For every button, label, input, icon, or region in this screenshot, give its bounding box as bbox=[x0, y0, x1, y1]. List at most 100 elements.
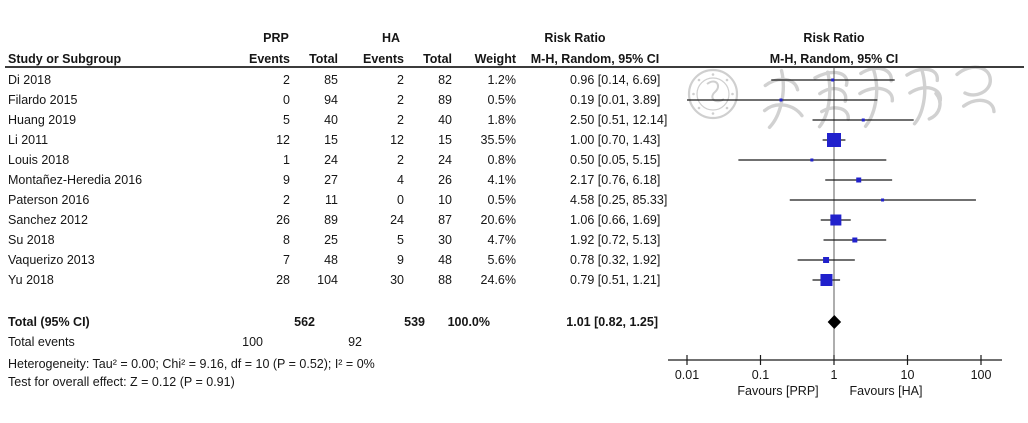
total-ha-total: 539 bbox=[404, 315, 425, 329]
favours-left-label: Favours [PRP] bbox=[737, 384, 818, 398]
col-header-study: Study or Subgroup bbox=[8, 52, 122, 66]
ha-events: 2 bbox=[397, 113, 404, 127]
weight: 24.6% bbox=[480, 273, 516, 287]
watermark bbox=[687, 65, 996, 130]
risk-ratio-ci: 0.96 [0.14, 6.69] bbox=[570, 73, 661, 87]
risk-ratio-ci: 0.19 [0.01, 3.89] bbox=[570, 93, 661, 107]
prp-events: 12 bbox=[276, 133, 290, 147]
total-weight: 100.0% bbox=[447, 315, 490, 329]
study-name: Di 2018 bbox=[8, 73, 52, 87]
prp-total: 25 bbox=[324, 233, 338, 247]
total-events-label: Total events bbox=[8, 335, 75, 349]
heterogeneity-note: Heterogeneity: Tau² = 0.00; Chi² = 9.16,… bbox=[8, 357, 375, 371]
prp-events: 28 bbox=[276, 273, 290, 287]
effect-marker bbox=[852, 237, 858, 243]
ha-events: 30 bbox=[390, 273, 404, 287]
col-header-ha-total: Total bbox=[423, 52, 452, 66]
total-ci-text: 1.01 [0.82, 1.25] bbox=[566, 315, 658, 329]
ha-group-header: HA bbox=[381, 31, 401, 45]
prp-events: 2 bbox=[283, 73, 290, 87]
prp-events: 8 bbox=[283, 233, 290, 247]
prp-total: 15 bbox=[324, 133, 338, 147]
overall-effect-note: Test for overall effect: Z = 0.12 (P = 0… bbox=[8, 375, 235, 389]
prp-total: 40 bbox=[324, 113, 338, 127]
ha-events: 0 bbox=[397, 193, 404, 207]
ha-total: 89 bbox=[438, 93, 452, 107]
risk-ratio-table-header: Risk Ratio bbox=[544, 31, 606, 45]
axis-tick-label: 0.1 bbox=[752, 368, 769, 382]
prp-total: 48 bbox=[324, 253, 338, 267]
prp-total: 94 bbox=[324, 93, 338, 107]
ha-events: 2 bbox=[397, 153, 404, 167]
ha-total: 87 bbox=[438, 213, 452, 227]
risk-ratio-ci: 1.06 [0.66, 1.69] bbox=[570, 213, 661, 227]
prp-events: 26 bbox=[276, 213, 290, 227]
study-name: Paterson 2016 bbox=[8, 193, 90, 207]
total-events-ha: 92 bbox=[348, 335, 362, 349]
ha-events: 2 bbox=[397, 73, 404, 87]
study-name: Filardo 2015 bbox=[8, 93, 78, 107]
study-name: Montañez-Heredia 2016 bbox=[8, 173, 143, 187]
study-name: Louis 2018 bbox=[8, 153, 70, 167]
risk-ratio-ci: 2.17 [0.76, 6.18] bbox=[570, 173, 661, 187]
ha-total: 24 bbox=[438, 153, 452, 167]
weight: 5.6% bbox=[487, 253, 517, 267]
study-name: Vaquerizo 2013 bbox=[8, 253, 95, 267]
total-prp-total: 562 bbox=[294, 315, 315, 329]
prp-total: 85 bbox=[324, 73, 338, 87]
effect-marker bbox=[861, 118, 865, 122]
forest-elements: 0.01 0.1 1 10 100 Favours [PRP] Favours [HA] bbox=[668, 68, 1002, 398]
prp-total: 104 bbox=[317, 273, 338, 287]
study-name: Li 2011 bbox=[8, 133, 49, 147]
header-divider bbox=[5, 66, 1024, 68]
ha-total: 40 bbox=[438, 113, 452, 127]
col-header-ha-events: Events bbox=[363, 52, 404, 66]
ha-events: 4 bbox=[397, 173, 404, 187]
col-header-prp-events: Events bbox=[249, 52, 290, 66]
effect-marker bbox=[881, 198, 885, 202]
prp-total: 27 bbox=[324, 173, 338, 187]
weight: 20.6% bbox=[480, 213, 516, 227]
effect-marker bbox=[823, 257, 830, 263]
effect-marker bbox=[830, 214, 842, 226]
prp-events: 1 bbox=[283, 153, 290, 167]
study-name: Sanchez 2012 bbox=[8, 213, 88, 227]
ha-events: 2 bbox=[397, 93, 404, 107]
axis-tick-label: 0.01 bbox=[675, 368, 699, 382]
watermark-seal-icon bbox=[687, 68, 739, 120]
risk-ratio-ci: 2.50 [0.51, 12.14] bbox=[570, 113, 668, 127]
ha-events: 12 bbox=[390, 133, 404, 147]
weight: 0.5% bbox=[487, 193, 517, 207]
prp-events: 9 bbox=[283, 173, 290, 187]
risk-ratio-ci: 0.78 [0.32, 1.92] bbox=[570, 253, 661, 267]
prp-total: 89 bbox=[324, 213, 338, 227]
axis-tick-label: 10 bbox=[901, 368, 915, 382]
effect-marker bbox=[779, 98, 783, 102]
prp-events: 0 bbox=[283, 93, 290, 107]
risk-ratio-ci: 4.58 [0.25, 85.33] bbox=[570, 193, 668, 207]
watermark-calligraphy bbox=[762, 65, 996, 130]
risk-ratio-plot-header: Risk Ratio bbox=[803, 31, 865, 45]
effect-marker bbox=[856, 177, 862, 183]
ha-total: 88 bbox=[438, 273, 452, 287]
axis-tick-label: 1 bbox=[831, 368, 838, 382]
col-header-prp-total: Total bbox=[309, 52, 338, 66]
risk-ratio-ci: 0.79 [0.51, 1.21] bbox=[570, 273, 661, 287]
total-label: Total (95% CI) bbox=[8, 315, 90, 329]
risk-ratio-ci: 1.92 [0.72, 5.13] bbox=[570, 233, 661, 247]
study-name: Su 2018 bbox=[8, 233, 55, 247]
ha-events: 5 bbox=[397, 233, 404, 247]
prp-group-header: PRP bbox=[263, 31, 289, 45]
prp-events: 2 bbox=[283, 193, 290, 207]
col-header-weight: Weight bbox=[474, 52, 516, 66]
risk-ratio-ci: 0.50 [0.05, 5.15] bbox=[570, 153, 661, 167]
effect-marker bbox=[820, 274, 833, 286]
col-header-ci-plot: M-H, Random, 95% CI bbox=[769, 52, 899, 66]
effect-marker bbox=[827, 133, 841, 147]
prp-total: 24 bbox=[324, 153, 338, 167]
axis-tick-label: 100 bbox=[971, 368, 992, 382]
ha-total: 10 bbox=[438, 193, 452, 207]
weight: 35.5% bbox=[480, 133, 516, 147]
